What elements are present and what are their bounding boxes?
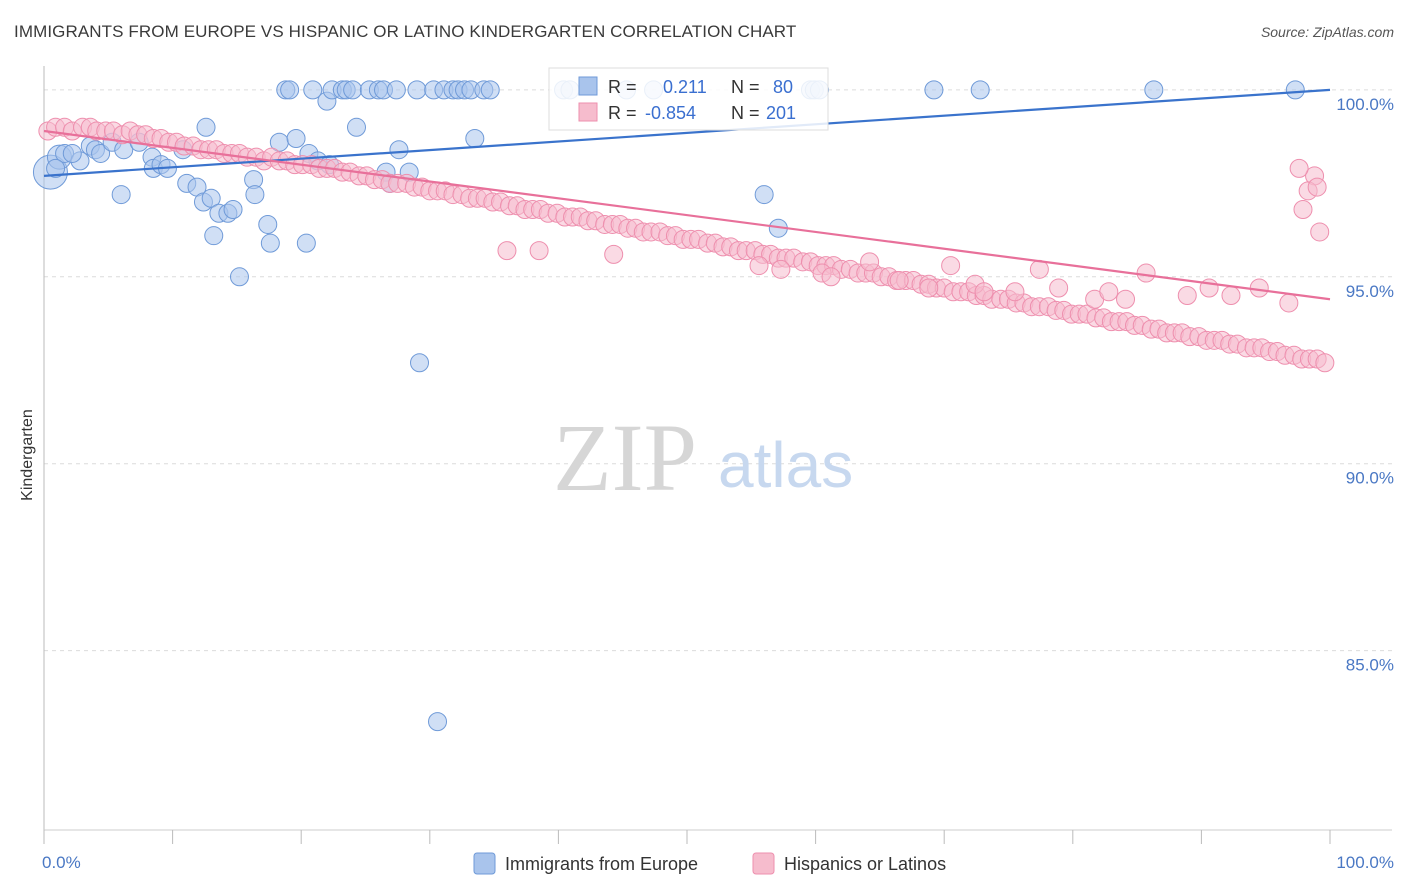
blue-point <box>260 233 280 253</box>
blue-point <box>245 185 265 205</box>
blue-point <box>62 143 82 163</box>
blue-point <box>346 117 366 137</box>
pink-point <box>1310 222 1330 242</box>
y-tick-label: 100.0% <box>1336 95 1394 114</box>
blue-point <box>754 185 774 205</box>
pink-point <box>1049 278 1069 298</box>
stats-blue-r-value: 0.211 <box>663 77 707 97</box>
pink-point <box>1099 282 1119 302</box>
legend-blue-label: Immigrants from Europe <box>505 854 698 874</box>
pink-point <box>604 244 624 264</box>
chart-title: IMMIGRANTS FROM EUROPE VS HISPANIC OR LA… <box>14 22 797 41</box>
y-axis-title: Kindergarten <box>19 409 36 501</box>
pink-point <box>974 282 994 302</box>
pink-point <box>771 259 791 279</box>
blue-point <box>970 80 990 100</box>
pink-point <box>1005 282 1025 302</box>
watermark-zip: ZIP <box>553 404 697 511</box>
x-tick-label-min: 0.0% <box>42 853 81 872</box>
pink-point <box>1221 285 1241 305</box>
blue-point <box>286 128 306 148</box>
x-tick-label-max: 100.0% <box>1336 853 1394 872</box>
blue-point <box>204 226 224 246</box>
y-tick-label: 95.0% <box>1346 282 1394 301</box>
blue-point <box>229 267 249 287</box>
blue-point <box>223 200 243 220</box>
pink-point <box>1249 278 1269 298</box>
pink-trend-line <box>43 129 1331 301</box>
pink-point <box>821 267 841 287</box>
blue-point <box>258 214 278 234</box>
blue-point <box>428 712 448 732</box>
trend-lines <box>43 88 1331 301</box>
pink-point <box>529 241 549 261</box>
blue-trend-line <box>43 88 1331 177</box>
watermark-atlas: atlas <box>718 429 853 501</box>
pink-point <box>749 256 769 276</box>
pink-point <box>1293 200 1313 220</box>
blue-point <box>407 80 427 100</box>
blue-point <box>303 80 323 100</box>
legend-pink-swatch <box>752 852 775 875</box>
blue-point <box>1144 80 1164 100</box>
grid-lines <box>44 89 1392 652</box>
pink-point <box>1307 177 1327 197</box>
pink-point <box>1177 285 1197 305</box>
stats-blue-n-label: N = <box>731 77 760 97</box>
pink-point <box>497 241 517 261</box>
blue-point <box>201 188 221 208</box>
blue-point <box>410 353 430 373</box>
legend: Immigrants from Europe Hispanics or Lati… <box>473 852 946 875</box>
pink-point <box>919 278 939 298</box>
y-tick-label: 90.0% <box>1346 469 1394 488</box>
y-tick-labels: 85.0% 90.0% 95.0% 100.0% <box>1336 95 1394 675</box>
blue-point <box>46 158 66 178</box>
blue-point <box>924 80 944 100</box>
stats-blue-n-value: 80 <box>773 77 793 97</box>
watermark: ZIP atlas <box>553 404 853 511</box>
blue-point <box>296 233 316 253</box>
pink-point <box>1116 289 1136 309</box>
blue-point <box>280 80 300 100</box>
blue-point <box>386 80 406 100</box>
stats-pink-r-value: -0.854 <box>645 103 696 123</box>
pink-point <box>1136 263 1156 283</box>
stats-box: R = 0.211 N = 80 R = -0.854 N = 201 <box>548 67 829 131</box>
stats-pink-r-label: R = <box>608 103 637 123</box>
pink-point <box>1315 353 1335 373</box>
legend-pink-label: Hispanics or Latinos <box>784 854 946 874</box>
pink-point <box>860 252 880 272</box>
blue-point <box>111 185 131 205</box>
blue-point <box>196 117 216 137</box>
stats-pink-n-value: 201 <box>766 103 796 123</box>
stats-blue-r-label: R = <box>608 77 637 97</box>
blue-point <box>480 80 500 100</box>
pink-point <box>941 256 961 276</box>
stats-blue-swatch <box>578 76 598 96</box>
legend-blue-swatch <box>473 852 496 875</box>
blue-point <box>1285 80 1305 100</box>
pink-point <box>889 271 909 291</box>
stats-pink-n-label: N = <box>731 103 760 123</box>
blue-point <box>465 128 485 148</box>
blue-point <box>389 140 409 160</box>
pink-point <box>1279 293 1299 313</box>
axes <box>43 66 1392 844</box>
pink-point <box>1289 158 1309 178</box>
source-note: Source: ZipAtlas.com <box>1260 24 1394 40</box>
y-tick-label: 85.0% <box>1346 656 1394 675</box>
blue-point <box>91 143 111 163</box>
stats-pink-swatch <box>578 102 598 122</box>
blue-point <box>343 80 363 100</box>
